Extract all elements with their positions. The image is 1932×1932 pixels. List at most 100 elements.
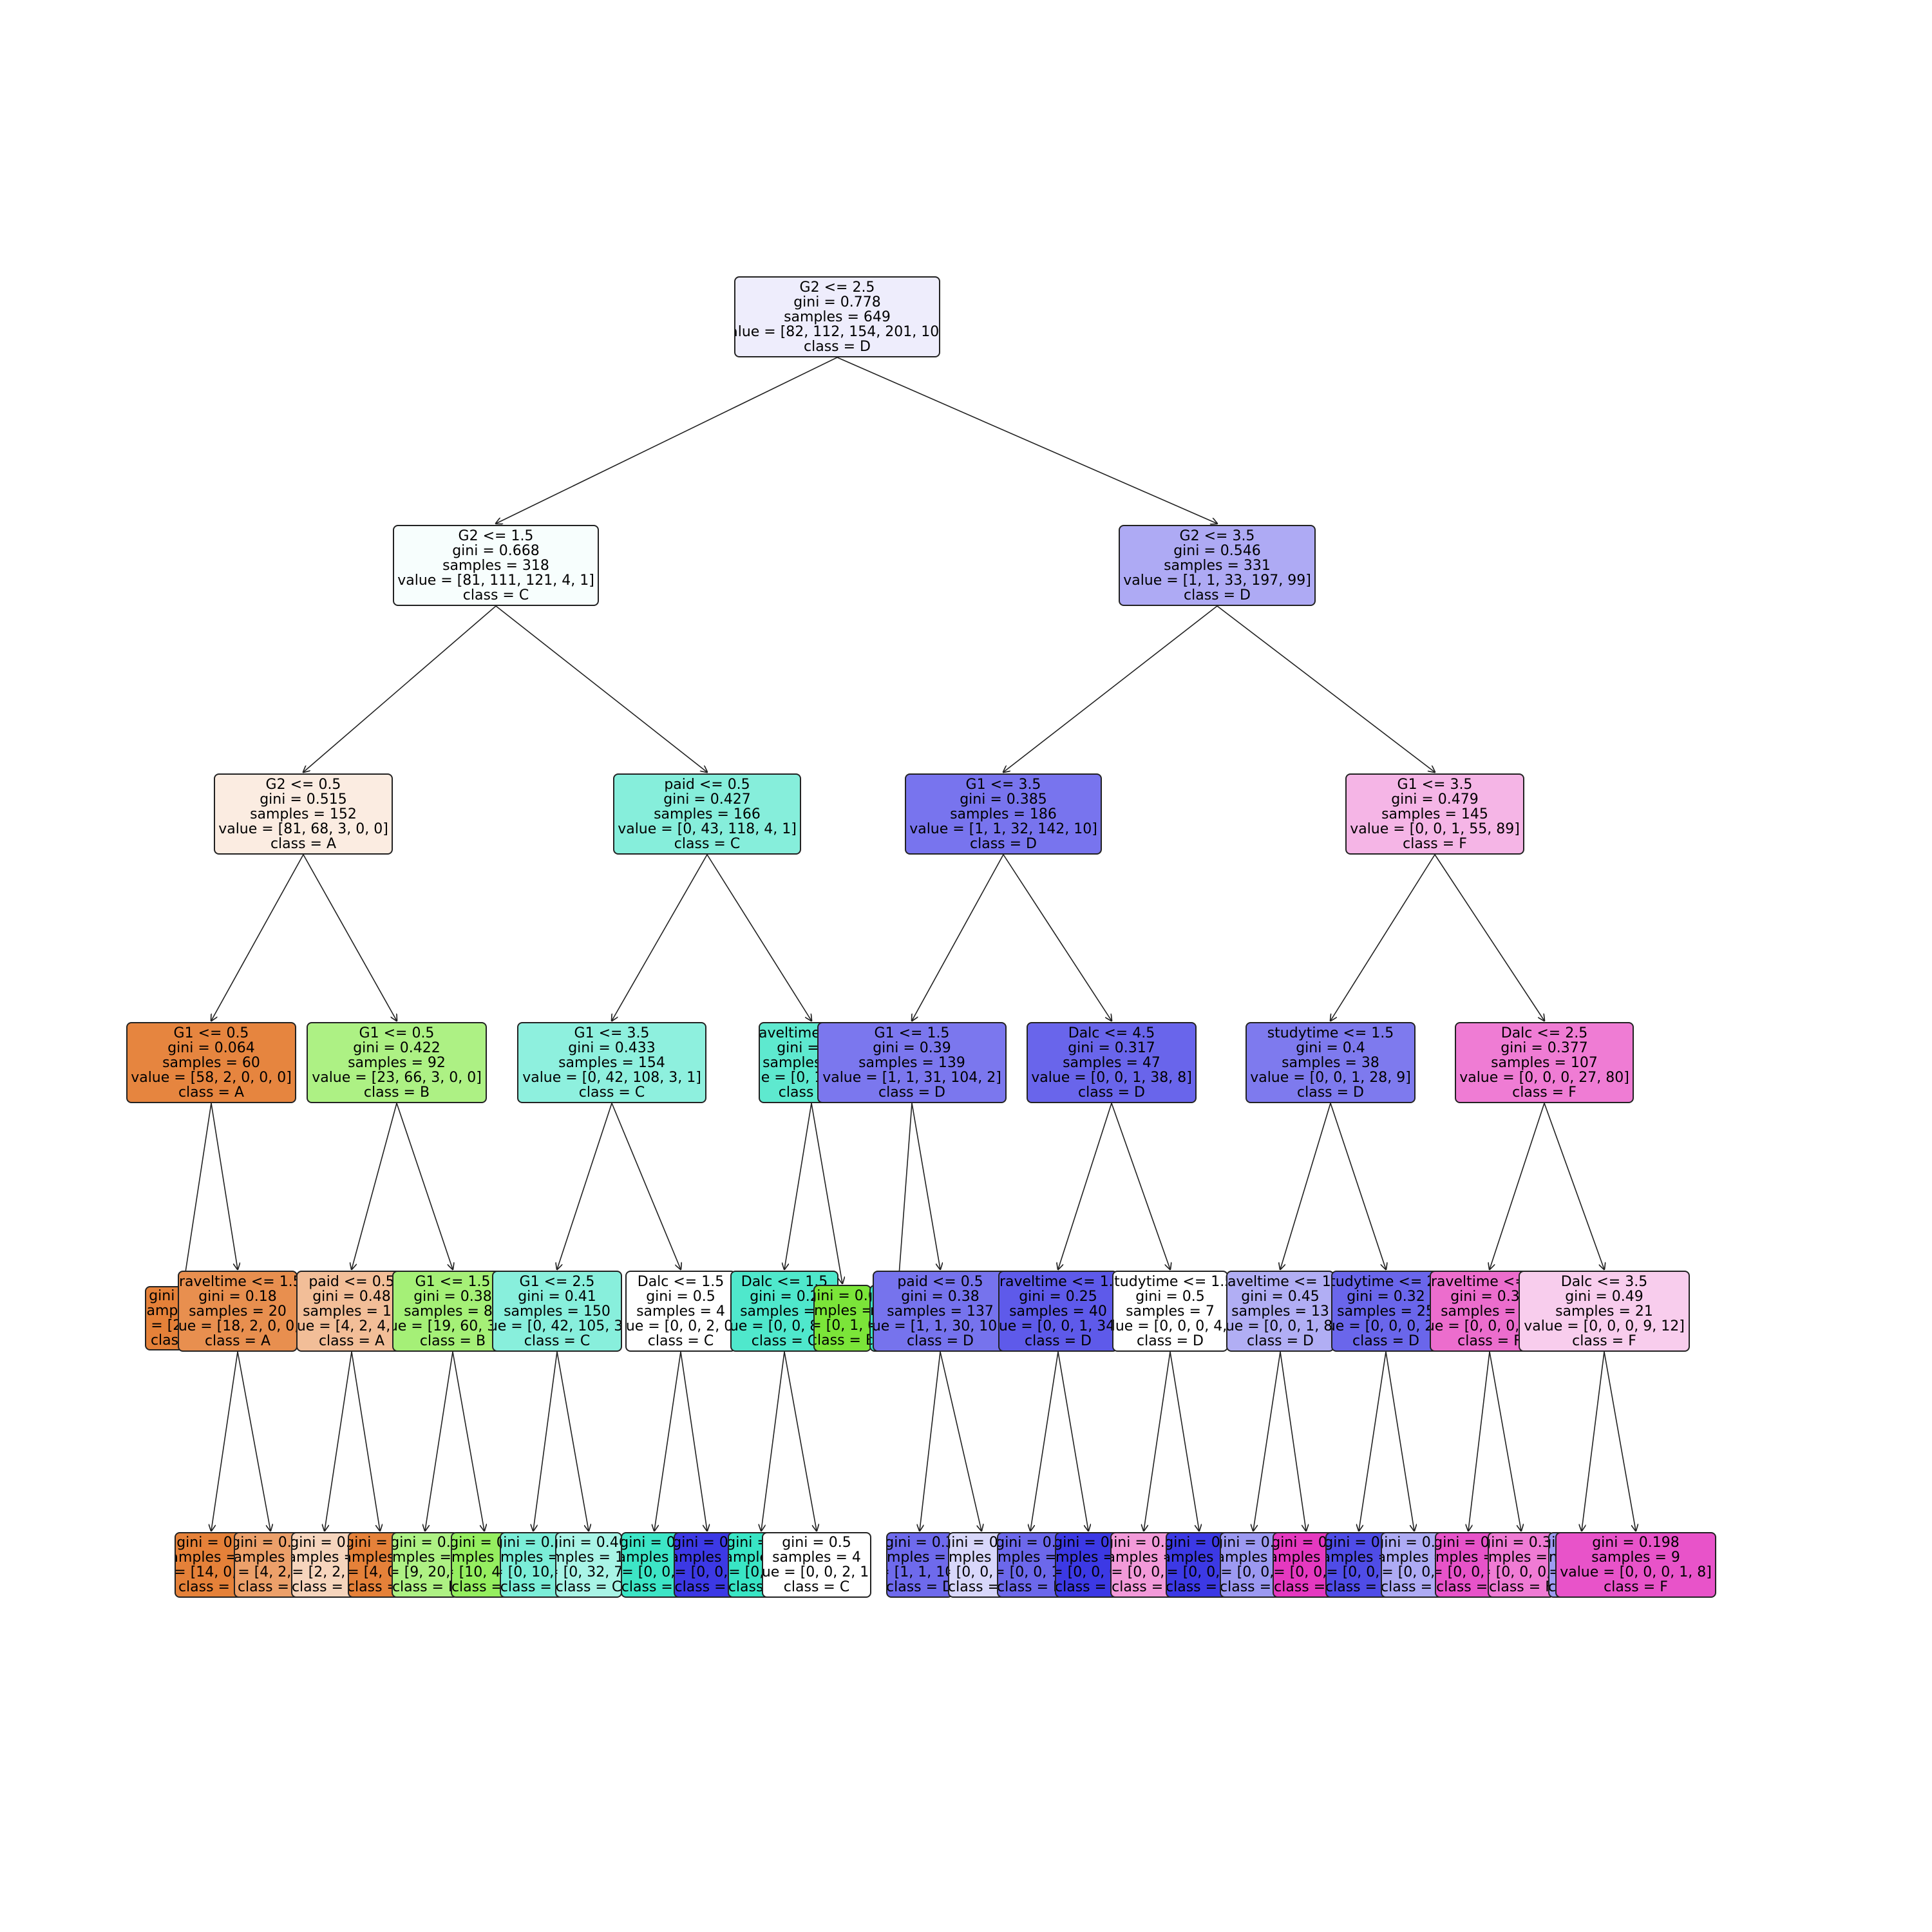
- node-text-line: class = D: [1325, 1579, 1392, 1595]
- node-text-line: G1 <= 0.5: [173, 1025, 249, 1041]
- node-text-line: class = D: [1025, 1332, 1092, 1349]
- node-text-line: gini = 0.385: [960, 791, 1047, 808]
- node-text-line: samples = 318: [442, 557, 549, 574]
- node-text-line: samples = 152: [250, 806, 357, 822]
- node-text-line: samples = 25: [1337, 1303, 1435, 1320]
- node-text-line: gini = 0.25: [1019, 1288, 1097, 1305]
- node-text-line: samples = 9: [1382, 1549, 1446, 1566]
- node-text-line: samples = 60: [162, 1054, 260, 1071]
- node-text-line: samples = 2: [622, 1549, 687, 1566]
- node-text-line: gini = 0.546: [1173, 542, 1261, 559]
- node-text-line: samples = 20: [1056, 1549, 1121, 1566]
- node-text-line: value = [0, 0, 1, 16, 3]: [998, 1564, 1063, 1580]
- node-text-line: class = D: [1078, 1084, 1145, 1101]
- node-text-line: value = [1, 1, 33, 197, 99]: [1123, 572, 1311, 589]
- node-text-line: gini = 0.5: [782, 1535, 851, 1551]
- node-text-line: G1 <= 1.5: [874, 1025, 950, 1041]
- node-text-line: traveltime <= 1.5: [1227, 1273, 1333, 1290]
- node-text-line: gini = 0.38: [413, 1288, 492, 1305]
- node-text-line: gini = 0.44: [1382, 1535, 1446, 1551]
- tree-node-n7: G1 <= 0.5 gini = 0.064 samples = 60 value =…: [126, 1022, 296, 1103]
- tree-node-n1: G2 <= 1.5 gini = 0.668 samples = 318 value …: [393, 525, 599, 606]
- node-text-line: samples = 1: [814, 1303, 870, 1319]
- node-text-line: gini = 0.0: [815, 1288, 870, 1304]
- node-text-line: samples = 110: [556, 1549, 621, 1566]
- node-text-line: value = [0, 0, 0, 4, 3]: [1112, 1318, 1227, 1334]
- tree-edge-n3-n7: [211, 854, 304, 1021]
- tree-edge-n17-n34: [351, 1351, 380, 1531]
- node-text-line: value = [82, 112, 154, 201, 100]: [735, 323, 940, 340]
- node-text-line: value = [0, 0, 0, 2, 0]: [1166, 1564, 1231, 1580]
- node-text-line: paid <= 0.5: [308, 1273, 395, 1290]
- node-text-line: samples = 92: [348, 1054, 446, 1071]
- tree-node-n31: gini = 0.0samples = 14value = [14, 0, 0,…: [175, 1532, 248, 1598]
- tree-edge-n12-n26: [1111, 1103, 1170, 1269]
- node-text-line: samples = 16: [1435, 1549, 1501, 1566]
- tree-edge-n20-n39: [654, 1351, 681, 1531]
- tree-node-n14: Dalc <= 2.5 gini = 0.377 samples = 107 valu…: [1455, 1022, 1634, 1103]
- node-text-line: gini = 0.45: [1241, 1288, 1320, 1305]
- node-text-line: value = [14, 0, 0, 0, 0]: [175, 1564, 247, 1580]
- node-text-line: value = [0, 42, 108, 3, 1]: [522, 1069, 701, 1086]
- node-text-line: samples = 21: [1555, 1303, 1653, 1320]
- node-text-line: value = [0, 0, 8, 1, 0]: [730, 1318, 837, 1334]
- node-text-line: value = [0, 0, 1, 8, 0]: [1326, 1564, 1391, 1580]
- node-text-line: value = [0, 10, 30, 0, 0]: [501, 1564, 565, 1580]
- node-text-line: class = C: [674, 835, 741, 852]
- node-text-line: gini = 0.0: [176, 1535, 246, 1551]
- node-text-line: class = F: [1489, 1579, 1553, 1595]
- tree-edge-n16-n31: [211, 1351, 238, 1531]
- tree-edge-n26-n47: [1144, 1351, 1171, 1531]
- tree-edge-n3-n8: [303, 854, 397, 1021]
- node-text-line: gini = 0.44: [1221, 1535, 1285, 1551]
- node-text-line: class = C: [555, 1579, 622, 1595]
- node-text-line: samples = 7: [1126, 1303, 1215, 1320]
- node-text-line: class = A: [237, 1579, 304, 1595]
- node-text-line: gini = 0.0: [1055, 1535, 1122, 1551]
- node-text-line: samples = 154: [558, 1054, 665, 1071]
- node-text-line: value = [0, 42, 105, 3, 0]: [493, 1318, 622, 1334]
- node-text-line: class = D: [997, 1579, 1064, 1595]
- node-text-line: class = F: [1112, 1579, 1176, 1595]
- node-text-line: paid <= 0.5: [897, 1273, 983, 1290]
- node-text-line: gini = 0.0: [674, 1535, 741, 1551]
- node-text-line: samples = 6: [234, 1549, 306, 1566]
- tree-node-n11: G1 <= 1.5 gini = 0.39 samples = 139 value =…: [817, 1022, 1007, 1103]
- node-text-line: samples = 9: [1591, 1549, 1680, 1566]
- node-text-line: class = B: [419, 1332, 486, 1349]
- node-text-line: class = D: [878, 1084, 945, 1101]
- tree-node-n5: G1 <= 3.5 gini = 0.385 samples = 186 value …: [905, 773, 1102, 855]
- tree-edge-n2-n6: [1217, 605, 1435, 772]
- tree-edge-n11-n24: [911, 1103, 940, 1269]
- tree-edge-n4-n10: [706, 854, 811, 1021]
- node-text-line: G1 <= 3.5: [1397, 776, 1473, 793]
- node-text-line: class = A: [178, 1579, 245, 1595]
- node-text-line: class = D: [1247, 1332, 1314, 1349]
- node-text-line: traveltime <= 1.5: [998, 1273, 1118, 1290]
- tree-edge-n18-n36: [452, 1351, 484, 1531]
- node-text-line: value = [0, 0, 1, 8, 4]: [1226, 1318, 1333, 1334]
- node-text-line: class = C: [524, 1332, 591, 1349]
- node-text-line: class = A: [318, 1332, 385, 1349]
- node-text-line: traveltime <= 1.5: [178, 1273, 298, 1290]
- node-text-line: gini = 0.3: [886, 1535, 953, 1551]
- node-text-line: class = D: [1184, 587, 1251, 603]
- node-text-line: samples = 9: [1327, 1549, 1391, 1566]
- node-text-line: gini = 0.317: [1068, 1039, 1155, 1056]
- tree-node-n12: Dalc <= 4.5 gini = 0.317 samples = 47 value…: [1027, 1022, 1197, 1103]
- node-text-line: samples = 139: [858, 1054, 965, 1071]
- node-text-line: samples = 649: [784, 308, 891, 325]
- node-text-line: class = E: [674, 1579, 740, 1595]
- tree-edge-n9-n20: [611, 1103, 681, 1269]
- node-text-line: class = C: [462, 587, 529, 603]
- node-text-line: gini = 0.778: [793, 294, 881, 310]
